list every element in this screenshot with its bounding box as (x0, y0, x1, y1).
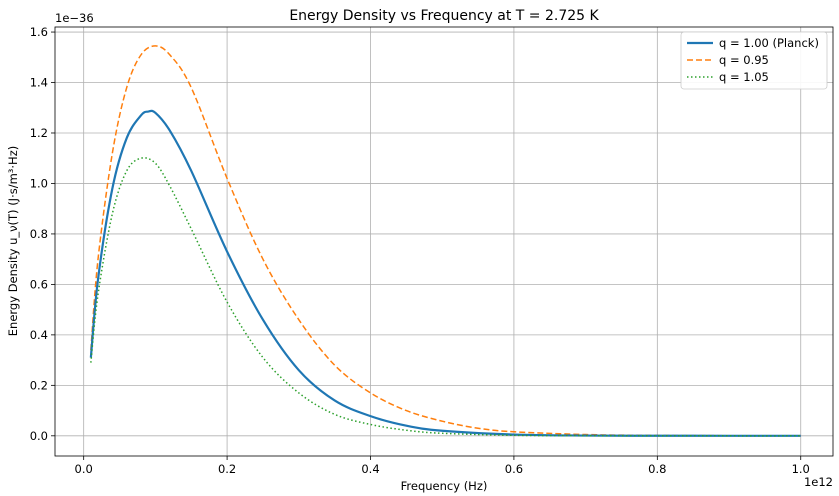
legend-label-1: q = 1.00 (Planck) (719, 36, 819, 50)
y-tick-label: 1.0 (30, 176, 48, 190)
y-tick-label: 0.8 (30, 227, 48, 241)
plot-frame (54, 26, 834, 457)
y-axis: 0.0 0.2 0.4 0.6 0.8 1.0 1.2 1.4 1.6 (30, 25, 55, 443)
y-axis-label: Energy Density u_ν(T) (J·s/m³·Hz) (6, 146, 20, 336)
chart-title: Energy Density vs Frequency at T = 2.725… (289, 8, 599, 24)
legend-label-2: q = 0.95 (719, 53, 769, 67)
legend: q = 1.00 (Planck) q = 0.95 q = 1.05 (680, 31, 828, 90)
y-tick-label: 1.2 (30, 126, 48, 140)
grid (55, 27, 833, 456)
x-tick-label: 0.6 (505, 462, 523, 476)
y-tick-label: 0.2 (30, 378, 48, 392)
series-layer (89, 45, 801, 437)
x-tick-label: 0.2 (218, 462, 236, 476)
legend-box (680, 31, 828, 90)
y-tick-label: 0.4 (30, 328, 48, 342)
y-offset-label: 1e−36 (55, 11, 94, 25)
x-offset-label: 1e12 (804, 475, 833, 489)
y-tick-label: 1.4 (30, 76, 48, 90)
legend-label-3: q = 1.05 (719, 70, 769, 84)
x-tick-label: 0.8 (648, 462, 666, 476)
x-axis: 0.0 0.2 0.4 0.6 0.8 1.0 (75, 456, 810, 476)
y-tick-label: 0.6 (30, 277, 48, 291)
series-line-1 (89, 109, 801, 437)
series-line-2 (90, 45, 801, 437)
y-tick-label: 0.0 (30, 429, 48, 443)
y-tick-label: 1.6 (30, 25, 48, 39)
x-axis-label: Frequency (Hz) (401, 479, 488, 493)
x-tick-label: 0.0 (75, 462, 93, 476)
x-tick-label: 1.0 (792, 462, 810, 476)
x-tick-label: 0.4 (361, 462, 379, 476)
